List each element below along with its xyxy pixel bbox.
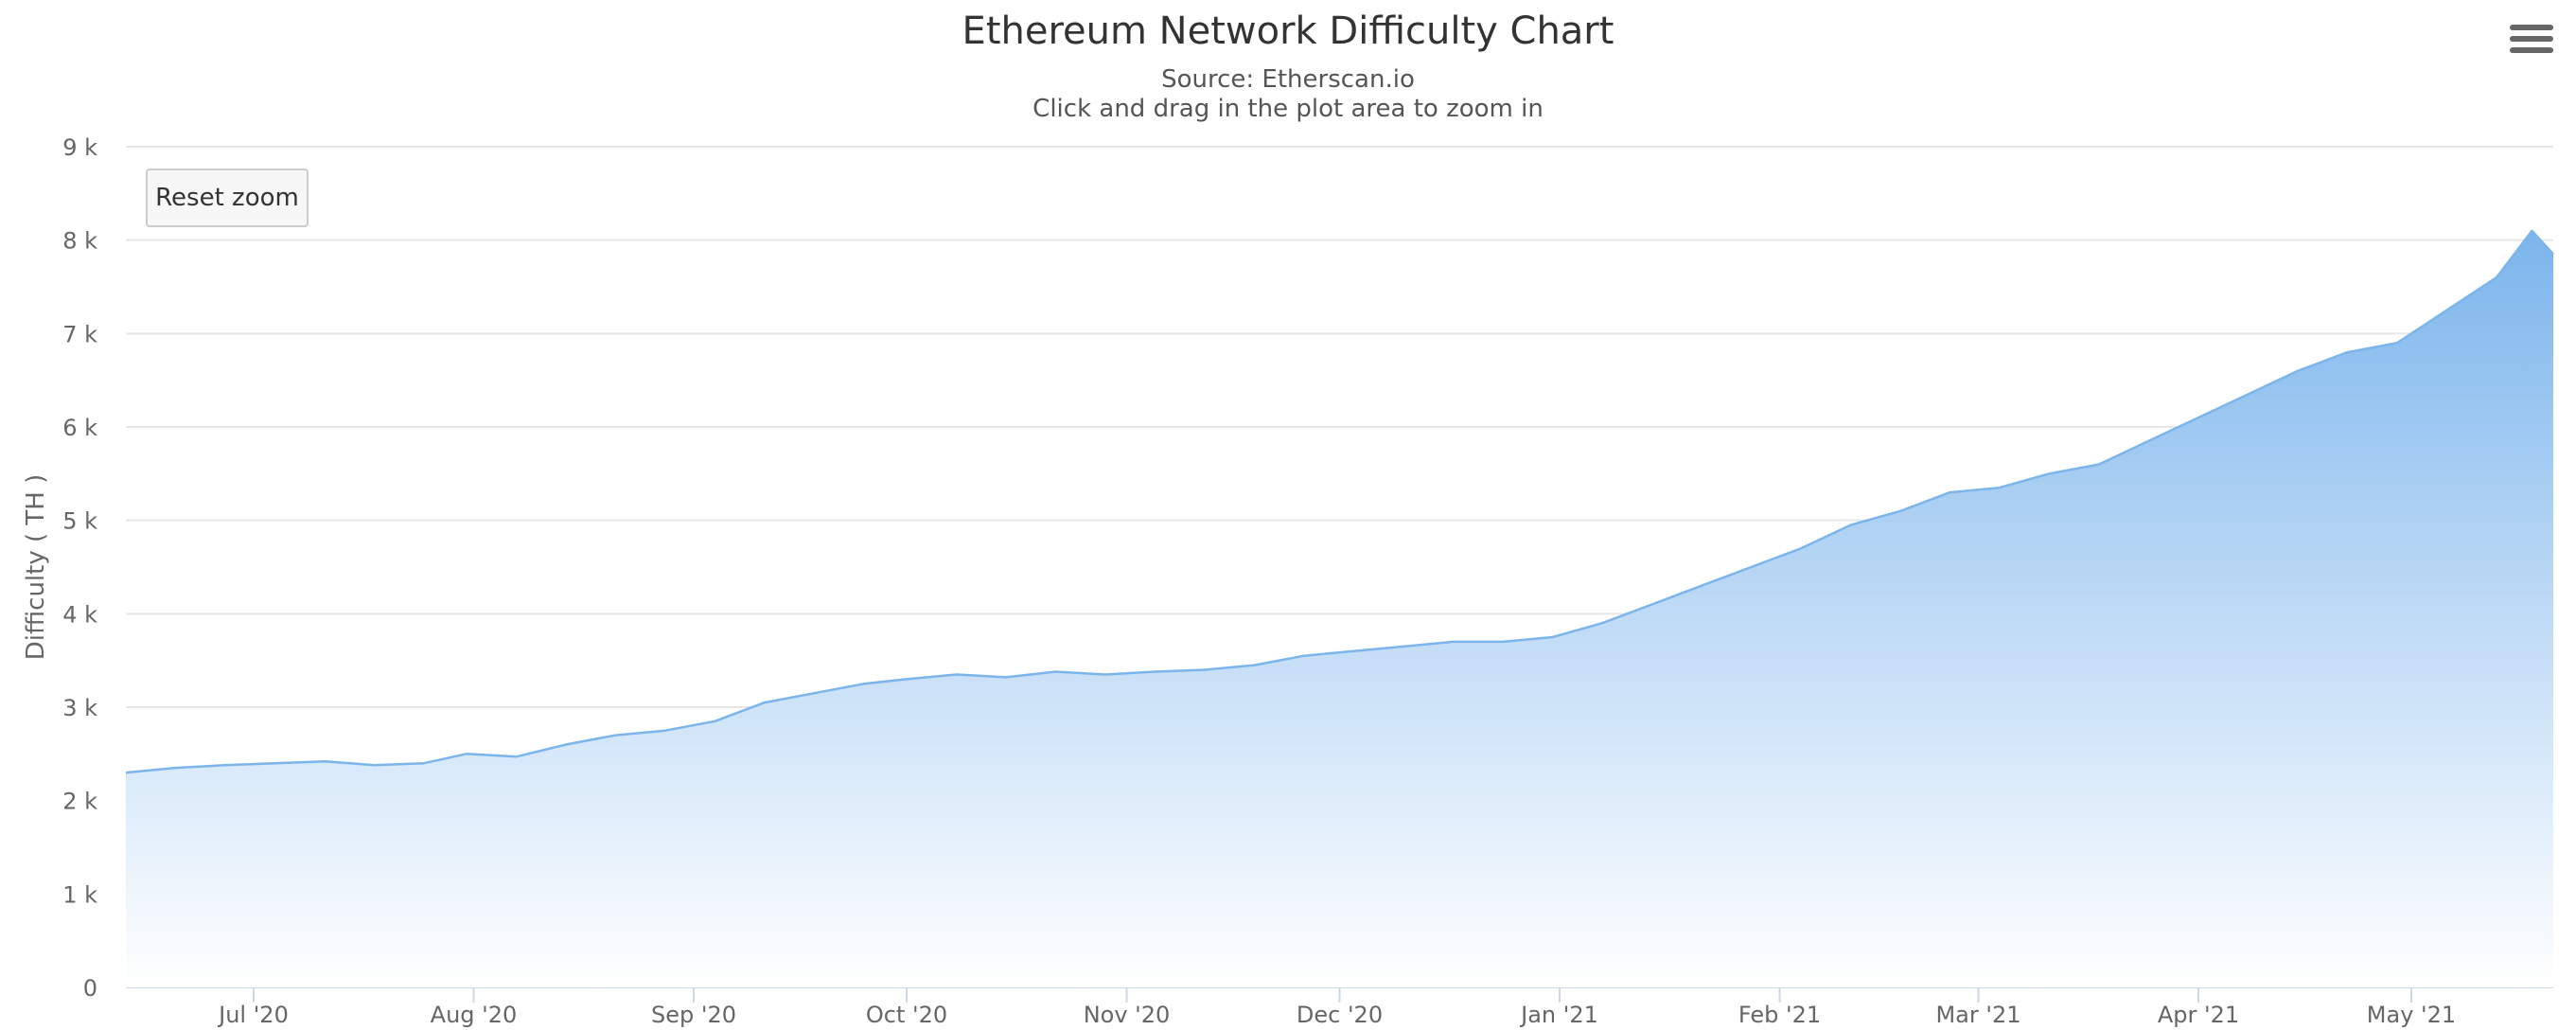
x-tick-label: Sep '20 [651,1002,736,1028]
data-point[interactable] [2046,470,2054,477]
y-tick-label: 9 k [62,134,97,161]
y-tick-label: 3 k [62,695,97,721]
x-tick-label: Jan '21 [1519,1002,1598,1028]
data-point[interactable] [321,757,328,765]
x-tick-label: May '21 [2367,1002,2456,1028]
data-point[interactable] [1152,668,1159,676]
data-point[interactable] [903,675,910,683]
chart-subtitle-hint: Click and drag in the plot area to zoom … [1032,95,1544,123]
data-point[interactable] [1251,662,1259,669]
data-point[interactable] [2444,307,2451,314]
y-tick-label: 8 k [62,228,97,255]
data-point[interactable] [122,769,130,776]
data-point[interactable] [371,761,379,769]
data-point[interactable] [463,750,470,757]
data-point[interactable] [1450,638,1457,646]
data-point[interactable] [221,761,229,769]
data-point[interactable] [2195,414,2202,421]
data-point[interactable] [712,718,719,725]
data-point[interactable] [1102,670,1109,678]
data-point[interactable] [1996,484,2003,491]
data-point[interactable] [2245,390,2252,398]
difficulty-series-line [125,229,2554,774]
data-point[interactable] [1499,638,1507,646]
difficulty-area-fill [126,230,2553,988]
data-point[interactable] [1549,633,1557,641]
x-tick-label: Jul '20 [217,1002,289,1028]
reset-zoom-button[interactable]: Reset zoom [146,169,309,227]
data-point[interactable] [1897,507,1904,515]
data-point[interactable] [1797,544,1805,552]
x-tick-label: Feb '21 [1738,1002,1821,1028]
data-point[interactable] [2145,437,2153,445]
data-point[interactable] [1350,648,1358,655]
x-tick-label: Mar '21 [1935,1002,2020,1028]
data-point[interactable] [2529,227,2536,235]
data-point[interactable] [513,753,520,760]
data-point[interactable] [2550,250,2557,258]
data-point[interactable] [1300,652,1308,660]
chart-subtitle-source: Source: Etherscan.io [1161,65,1415,94]
y-tick-label: 5 k [62,508,97,535]
data-point[interactable] [1052,668,1060,676]
y-tick-label: 6 k [62,415,97,441]
y-tick-label: 2 k [62,789,97,815]
data-point[interactable] [1002,673,1010,681]
x-tick-label: Aug '20 [431,1002,518,1028]
y-axis-title: Difficulty ( TH ) [22,474,50,660]
data-point[interactable] [860,680,868,687]
data-point[interactable] [2393,339,2401,346]
y-tick-label: 1 k [62,881,97,908]
data-point[interactable] [2294,367,2302,375]
y-tick-label: 7 k [62,321,97,347]
data-point[interactable] [2095,460,2103,468]
data-point[interactable] [953,670,961,678]
x-tick-label: Nov '20 [1084,1002,1171,1028]
data-point[interactable] [1748,563,1756,571]
data-point[interactable] [612,732,620,739]
y-tick-label: 0 [83,975,97,1002]
data-point[interactable] [1947,488,1954,496]
y-tick-label: 4 k [62,601,97,628]
x-tick-label: Apr '21 [2158,1002,2239,1028]
data-point[interactable] [761,699,768,706]
menu-bar-1 [2510,25,2553,30]
data-point[interactable] [1698,582,1705,590]
data-point[interactable] [2493,274,2500,281]
data-point[interactable] [662,727,669,735]
menu-bar-3 [2510,47,2553,53]
data-point[interactable] [2344,348,2352,356]
data-point[interactable] [811,689,819,697]
data-point[interactable] [1847,522,1855,529]
data-point[interactable] [420,759,428,767]
data-point[interactable] [172,764,180,772]
data-point[interactable] [1649,600,1656,608]
menu-bar-2 [2510,36,2553,42]
x-tick-label: Oct '20 [866,1002,947,1028]
x-tick-label: Dec '20 [1297,1002,1383,1028]
data-point[interactable] [1201,666,1209,674]
data-point[interactable] [562,740,570,748]
data-point[interactable] [1598,619,1606,627]
data-point[interactable] [272,759,279,767]
chart-title: Ethereum Network Difficulty Chart [962,9,1614,53]
data-point[interactable] [1400,643,1407,650]
hamburger-menu-icon[interactable] [2510,25,2553,59]
